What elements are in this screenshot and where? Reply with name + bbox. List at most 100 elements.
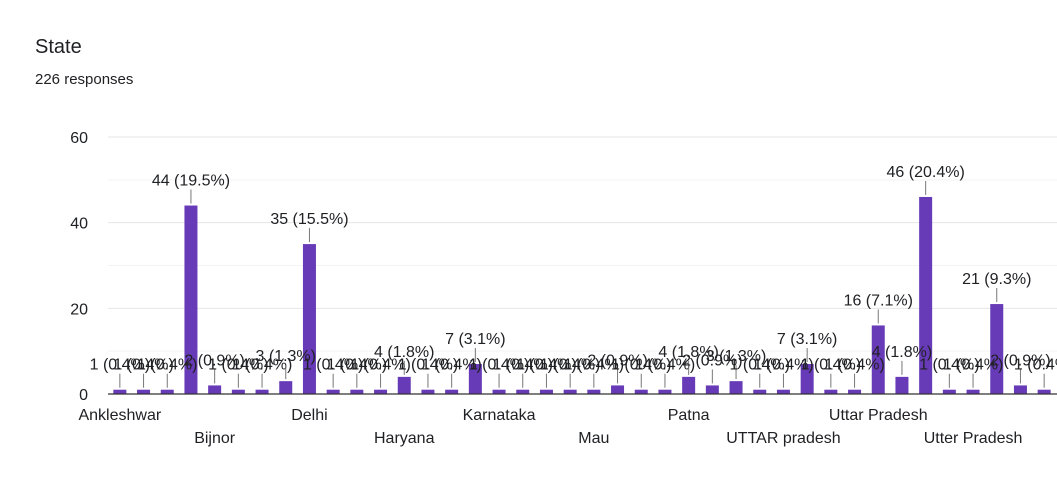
bar — [611, 385, 625, 394]
y-tick-label: 40 — [70, 216, 88, 233]
x-tick-label: Ankleshwar — [78, 407, 161, 424]
x-tick-label: Karnataka — [463, 407, 536, 424]
bar — [563, 389, 577, 394]
bars — [113, 196, 1051, 394]
data-label: 1 (0.4%) — [919, 357, 979, 374]
data-label: 2 (0.9%) — [682, 352, 742, 369]
response-count: 226 responses — [35, 71, 134, 88]
data-label: 1 (0.4%) — [113, 357, 173, 374]
bar — [113, 389, 127, 394]
x-tick-label: Mau — [578, 430, 609, 447]
y-tick-label: 0 — [79, 387, 88, 404]
bar — [634, 389, 648, 394]
bar — [705, 385, 719, 394]
x-tick-label: Utter Pradesh — [924, 430, 1023, 447]
data-label: 1 (0.4%) — [493, 357, 553, 374]
bar — [374, 389, 388, 394]
bar — [255, 389, 269, 394]
data-label: 35 (15.5%) — [270, 211, 348, 228]
data-label: 1 (0.4%) — [824, 357, 884, 374]
axes: 0 20 40 60 Ankleshwar Bijnor Delhi Haryana Karna… — [70, 130, 1057, 447]
data-label: 1 (0.4%) — [469, 357, 529, 374]
bar — [895, 376, 909, 394]
data-label: 2 (0.9%) — [990, 352, 1050, 369]
chart-title: State — [35, 36, 82, 58]
data-label: 21 (9.3%) — [962, 271, 1031, 288]
data-label: 2 (0.9%) — [184, 352, 244, 369]
bar — [848, 389, 862, 394]
data-label: 1 (0.4%) — [208, 357, 268, 374]
data-label: 1 (0.4%) — [611, 357, 671, 374]
data-label: 3 (1.3%) — [256, 348, 316, 365]
bar — [231, 389, 245, 394]
bar — [279, 381, 293, 394]
data-label: 1 (0.4%) — [232, 357, 292, 374]
data-label: 1 (0.4%) — [398, 357, 458, 374]
x-tick-label: Patna — [668, 407, 710, 424]
bar — [919, 196, 933, 394]
bar — [445, 389, 459, 394]
bar — [990, 304, 1004, 394]
bar — [137, 389, 151, 394]
data-label: 1 (0.4%) — [753, 357, 813, 374]
data-labels: 1 (0.4%)1 (0.4%)1 (0.4%)44 (19.5%)2 (0.9… — [90, 164, 1057, 388]
data-label: 1 (0.4%) — [730, 357, 790, 374]
data-label: 1 (0.4%) — [327, 357, 387, 374]
bar — [302, 244, 316, 394]
bar — [516, 389, 530, 394]
x-tick-label: Delhi — [291, 407, 327, 424]
bar — [326, 389, 340, 394]
data-label: 1 (0.4%) — [303, 357, 363, 374]
bar — [397, 376, 411, 394]
bar — [800, 364, 814, 394]
bar — [753, 389, 767, 394]
bar — [682, 376, 696, 394]
data-label: 1 (0.4%) — [350, 357, 410, 374]
x-tick-label: Bijnor — [194, 430, 236, 447]
bar — [468, 364, 482, 394]
data-label: 1 (0.4%) — [943, 357, 1003, 374]
data-label: 46 (20.4%) — [887, 164, 965, 181]
data-label: 16 (7.1%) — [844, 292, 913, 309]
data-label: 7 (3.1%) — [777, 331, 837, 348]
x-tick-label: UTTAR pradesh — [726, 430, 840, 447]
bar — [729, 381, 743, 394]
data-label: 7 (3.1%) — [445, 331, 505, 348]
data-label: 1 (0.4%) — [1014, 357, 1057, 374]
bar — [350, 389, 364, 394]
bar — [160, 389, 174, 394]
data-label: 1 (0.4%) — [90, 357, 150, 374]
bar — [421, 389, 435, 394]
data-label: 44 (19.5%) — [152, 173, 230, 190]
bar — [942, 389, 956, 394]
data-label: 1 (0.4%) — [516, 357, 576, 374]
data-label: 1 (0.4%) — [564, 357, 624, 374]
bar — [776, 389, 790, 394]
data-label: 1 (0.4%) — [421, 357, 481, 374]
bar — [658, 389, 672, 394]
data-label: 1 (0.4%) — [137, 357, 197, 374]
x-tick-label: Haryana — [374, 430, 435, 447]
bar — [492, 389, 506, 394]
bar — [208, 385, 222, 394]
y-tick-label: 20 — [70, 301, 88, 318]
data-label: 1 (0.4%) — [635, 357, 695, 374]
bar — [587, 389, 601, 394]
data-label: 2 (0.9%) — [587, 352, 647, 369]
bar — [1013, 385, 1027, 394]
bar — [824, 389, 838, 394]
data-label: 4 (1.8%) — [658, 344, 718, 361]
data-label: 4 (1.8%) — [872, 344, 932, 361]
bar — [184, 205, 198, 394]
bar — [539, 389, 553, 394]
data-label: 1 (0.4%) — [801, 357, 861, 374]
bar — [871, 325, 885, 394]
x-tick-label: Uttar Pradesh — [829, 407, 928, 424]
data-label: 1 (0.4%) — [540, 357, 600, 374]
data-label: 4 (1.8%) — [374, 344, 434, 361]
data-label: 3 (1.3%) — [706, 348, 766, 365]
bar — [966, 389, 980, 394]
gridlines — [108, 136, 1057, 352]
y-tick-label: 60 — [70, 130, 88, 147]
